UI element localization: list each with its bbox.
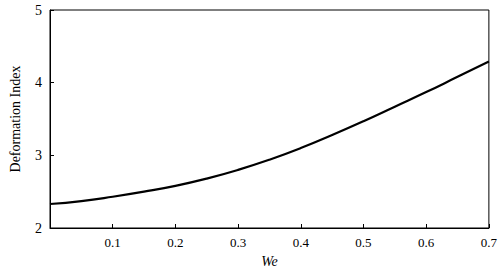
svg-text:2: 2 — [35, 221, 42, 236]
svg-text:0.6: 0.6 — [418, 235, 435, 250]
svg-text:0.7: 0.7 — [481, 235, 498, 250]
svg-text:5: 5 — [35, 3, 42, 18]
svg-text:We: We — [261, 254, 278, 269]
svg-text:0.4: 0.4 — [293, 235, 310, 250]
svg-text:Deformation Index: Deformation Index — [8, 66, 23, 173]
svg-text:0.3: 0.3 — [230, 235, 246, 250]
svg-text:0.2: 0.2 — [167, 235, 183, 250]
svg-text:0.5: 0.5 — [355, 235, 371, 250]
svg-text:3: 3 — [35, 148, 42, 163]
svg-text:4: 4 — [35, 75, 42, 90]
svg-text:0.1: 0.1 — [105, 235, 121, 250]
